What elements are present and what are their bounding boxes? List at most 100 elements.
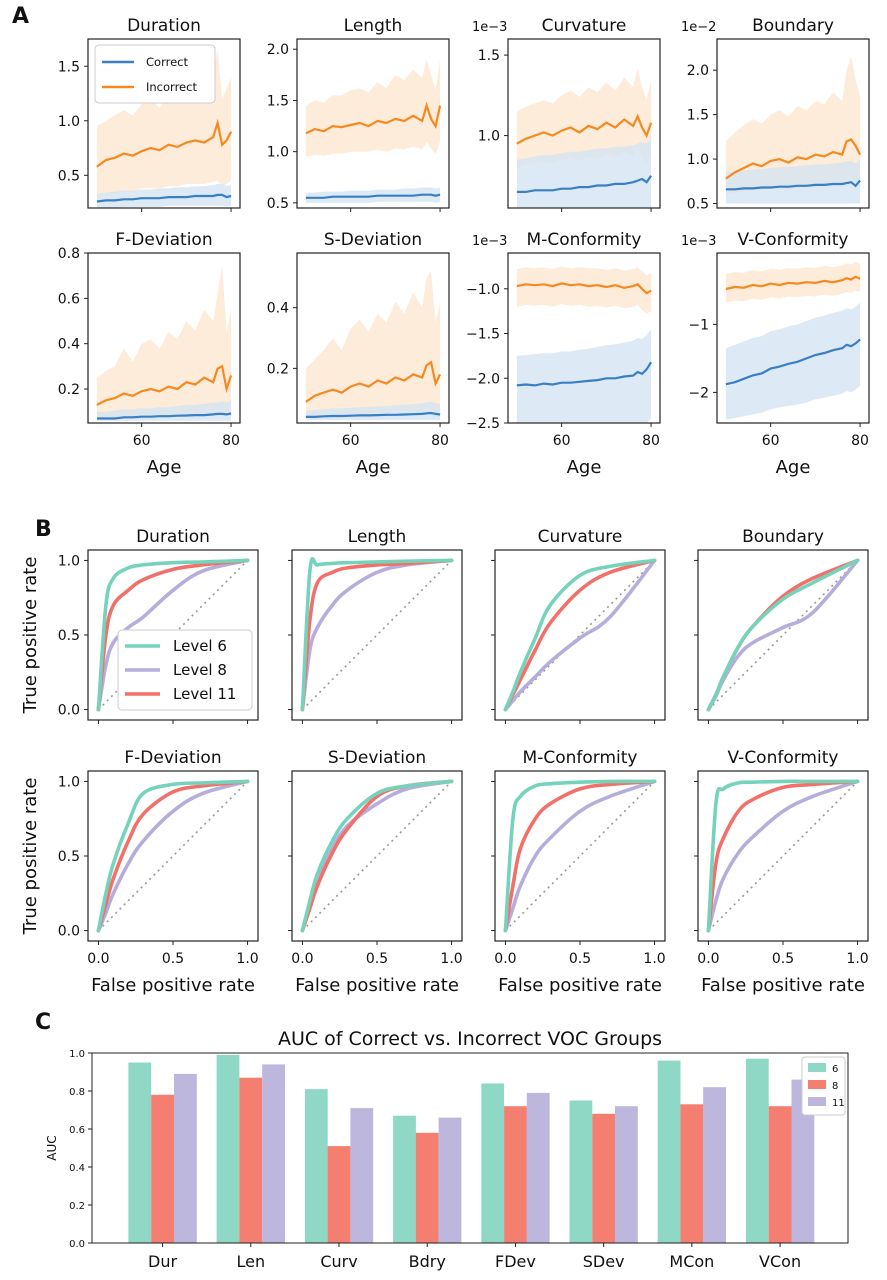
y-tick-label: 0.0 bbox=[58, 924, 80, 940]
panel-a-subplot-m-conformity: M-Conformity 1e−3 −1.0 −1.5 −2.0 −2.5 60 80 Age bbox=[466, 230, 661, 478]
bar-mcon-11 bbox=[703, 1087, 726, 1243]
bar-curv-6 bbox=[304, 1089, 328, 1243]
correct-line bbox=[516, 175, 652, 193]
roc-curve-level11 bbox=[96, 558, 250, 712]
panel-b-subplot-duration: Duration 0.0 0.5 1.0 True positive rate Level… bbox=[20, 527, 259, 724]
incorrect-band bbox=[96, 264, 232, 419]
y-tick-label: 0.5 bbox=[58, 628, 80, 644]
x-tick-label: MCon bbox=[669, 1252, 714, 1271]
roc-curve-level8 bbox=[503, 779, 657, 933]
panel-a-subplot-length: Length 0.5 1.0 1.5 2.0 bbox=[267, 16, 450, 212]
y-tick-label: 0.6 bbox=[69, 1125, 85, 1136]
incorrect-line bbox=[96, 118, 233, 168]
roc-curve-level6 bbox=[96, 558, 250, 712]
x-tick-label: 0.0 bbox=[697, 951, 719, 967]
subplot-title: M-Conformity bbox=[523, 748, 638, 768]
plot-area bbox=[305, 59, 442, 203]
subplot-title: Duration bbox=[136, 527, 210, 547]
diagonal-reference bbox=[97, 559, 249, 711]
bar-sdev-8 bbox=[592, 1113, 616, 1243]
x-tick-label: FDev bbox=[495, 1252, 536, 1271]
panel-b-subplot-m-conformity: M-Conformity 0.0 0.5 1.0 False positive rate bbox=[491, 748, 666, 996]
panel-label-b: B bbox=[35, 517, 52, 542]
roc-curve-level6 bbox=[706, 779, 860, 933]
bar-dur-11 bbox=[174, 1073, 197, 1243]
legend-label: 11 bbox=[832, 1098, 845, 1109]
incorrect-line bbox=[516, 113, 653, 145]
x-tick-label: 1.0 bbox=[236, 951, 258, 967]
roc-curve-level8 bbox=[96, 558, 250, 712]
panel-a-subplot-duration: Duration 0.5 1.0 1.5 Correct Incorrect bbox=[58, 16, 241, 212]
x-tick-label: Dur bbox=[148, 1252, 177, 1271]
plot-area bbox=[516, 266, 653, 423]
subplot-title: F-Deviation bbox=[115, 230, 212, 250]
x-tick-label: 60 bbox=[342, 433, 360, 449]
incorrect-band bbox=[516, 266, 652, 314]
axes-frame bbox=[296, 38, 450, 209]
y-tick-label: 2.0 bbox=[687, 63, 709, 79]
diagonal-reference bbox=[504, 780, 656, 932]
axes-frame bbox=[87, 770, 259, 942]
correct-line bbox=[725, 179, 861, 191]
y-tick-label: 1.0 bbox=[69, 1049, 85, 1060]
bar-sdev-11 bbox=[615, 1106, 638, 1243]
legend-label: Correct bbox=[146, 55, 188, 69]
panel-b-subplot-curvature: Curvature bbox=[491, 527, 666, 724]
y-tick-label: 0.4 bbox=[267, 301, 289, 317]
panel-a-subplot-curvature: Curvature 1e−3 1.0 1.5 bbox=[472, 16, 661, 212]
incorrect-line bbox=[725, 275, 861, 291]
diagonal-reference bbox=[707, 780, 859, 932]
roc-curve-level8 bbox=[503, 558, 657, 712]
x-axis-label: Age bbox=[567, 457, 602, 478]
subplot-title: Curvature bbox=[538, 527, 623, 547]
y-tick-label: 1.5 bbox=[267, 93, 289, 109]
y-tick-label: 1.5 bbox=[478, 48, 500, 64]
axes-frame bbox=[716, 38, 870, 209]
panel-b-subplot-v-conformity: V-Conformity 0.0 0.5 1.0 False positive rate bbox=[694, 748, 869, 996]
bar-mcon-8 bbox=[680, 1104, 704, 1243]
y-tick-label: 1.0 bbox=[58, 774, 80, 790]
bar-bdry-8 bbox=[415, 1132, 439, 1243]
subplot-title: S-Deviation bbox=[328, 748, 426, 768]
y-tick-label: 1.0 bbox=[267, 145, 289, 161]
y-tick-label: 1.0 bbox=[58, 553, 80, 569]
y-tick-label: 0.2 bbox=[69, 1201, 85, 1212]
bar-fdev-8 bbox=[504, 1106, 527, 1243]
legend-label: 6 bbox=[832, 1064, 838, 1075]
panel-label-a: A bbox=[12, 4, 29, 29]
axes-frame bbox=[296, 252, 450, 424]
incorrect-band bbox=[305, 59, 441, 157]
incorrect-band bbox=[96, 49, 232, 198]
bar-bdry-11 bbox=[438, 1117, 462, 1243]
y-tick-label: 0.5 bbox=[58, 168, 80, 184]
bar-dur-6 bbox=[128, 1062, 152, 1243]
y-tick-label: 1.5 bbox=[687, 108, 709, 124]
x-tick-label: 0.0 bbox=[494, 951, 516, 967]
correct-line bbox=[516, 361, 653, 387]
diagonal-reference bbox=[301, 780, 453, 932]
y-tick-label: −1.0 bbox=[466, 282, 500, 298]
legend-box bbox=[117, 629, 253, 711]
y-tick-label: 0.2 bbox=[267, 361, 289, 377]
subplot-title: Length bbox=[348, 527, 407, 547]
panel-b-subplot-f-deviation: F-Deviation 0.0 0.0 0.5 0.5 1.0 1.0 False posit… bbox=[20, 748, 259, 996]
x-tick-label: 0.5 bbox=[162, 951, 184, 967]
x-tick-label: 0.0 bbox=[87, 951, 109, 967]
axes-frame bbox=[716, 252, 870, 424]
bar-vcon-11 bbox=[791, 1079, 815, 1243]
roc-curve-level6 bbox=[300, 556, 454, 712]
x-axis-label: False positive rate bbox=[91, 975, 255, 996]
panel-b-subplot-boundary: Boundary bbox=[694, 527, 869, 724]
y-tick-label: 0.5 bbox=[267, 196, 289, 212]
x-tick-label: 80 bbox=[851, 433, 869, 449]
bar-len-11 bbox=[262, 1064, 285, 1243]
subplot-title: F-Deviation bbox=[124, 748, 221, 768]
y-tick-label: 1.5 bbox=[58, 59, 80, 75]
x-tick-label: 60 bbox=[762, 433, 780, 449]
y-tick-label: 0.0 bbox=[69, 1239, 85, 1250]
panel-a-subplot-boundary: Boundary 1e−2 0.5 1.0 1.5 2.0 bbox=[681, 16, 870, 213]
correct-line bbox=[96, 193, 232, 203]
incorrect-band bbox=[516, 68, 652, 168]
incorrect-band bbox=[725, 56, 861, 195]
y-tick-label: −1.5 bbox=[466, 327, 500, 343]
